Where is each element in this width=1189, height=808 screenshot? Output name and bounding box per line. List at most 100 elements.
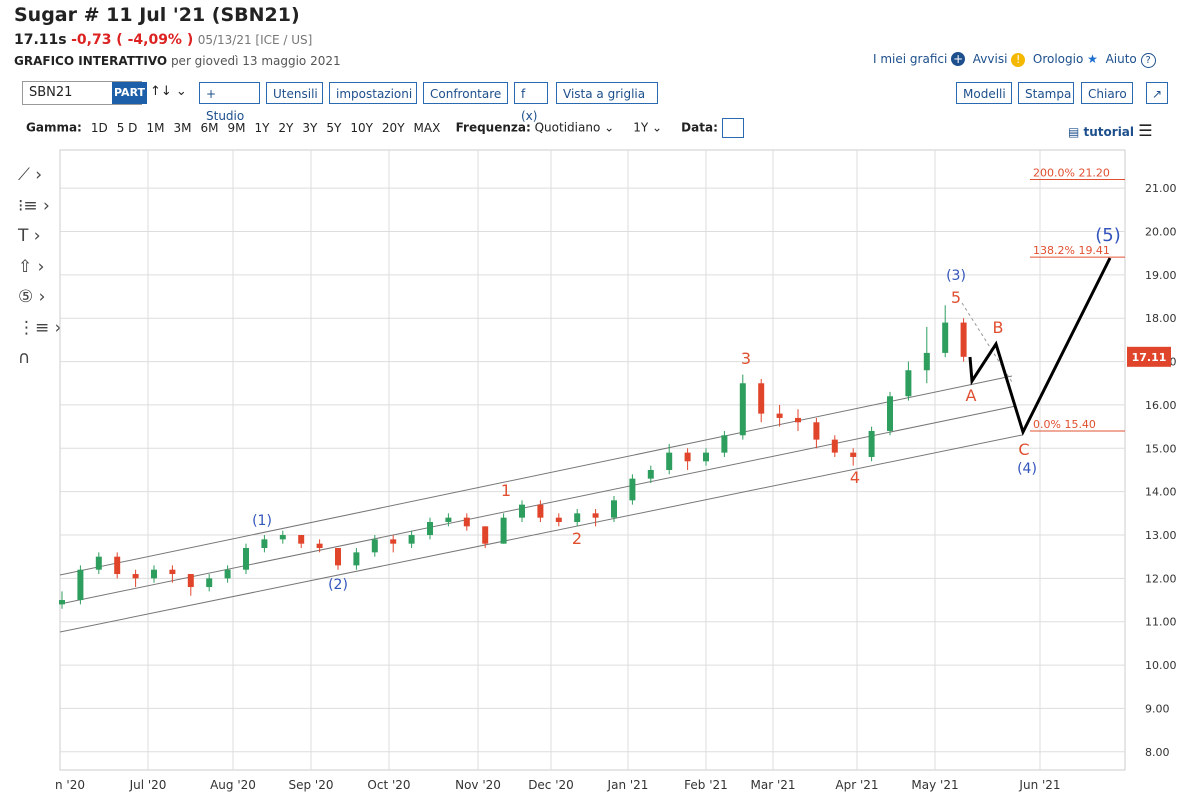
wave-label: (1) bbox=[252, 513, 272, 529]
toolbar-button[interactable]: Stampa bbox=[1018, 82, 1074, 104]
x-tick-label: Jul '20 bbox=[129, 778, 167, 792]
period[interactable]: 1Y bbox=[633, 120, 649, 135]
y-tick-label: 8.00 bbox=[1145, 746, 1170, 759]
toolbar-button[interactable]: + Studio bbox=[199, 82, 260, 123]
candle-body bbox=[739, 383, 746, 436]
toolbar-button[interactable]: f (x) bbox=[514, 82, 548, 123]
candle-body bbox=[519, 504, 525, 518]
range-label: Gamma: bbox=[26, 120, 82, 135]
freq-label: Frequenza: bbox=[455, 120, 531, 135]
y-tick-label: 14.00 bbox=[1145, 486, 1177, 499]
toolbar-button[interactable]: Confrontare bbox=[423, 82, 508, 104]
wave-label: (2) bbox=[328, 577, 348, 593]
range[interactable]: 20Y bbox=[381, 120, 405, 135]
channel-line bbox=[59, 375, 1013, 576]
fib-label: 0.0% 15.40 bbox=[1033, 418, 1096, 431]
tool[interactable]: ⁝≡ › bbox=[18, 195, 50, 216]
icon: ★ bbox=[1087, 52, 1098, 66]
x-tick-label: n '20 bbox=[55, 778, 85, 792]
range[interactable]: 5Y bbox=[326, 120, 342, 135]
x-tick-label: Mar '21 bbox=[750, 778, 795, 792]
toolbar-button[interactable]: Utensili bbox=[266, 82, 323, 104]
tool[interactable]: ⇧ › bbox=[18, 256, 45, 277]
tool[interactable]: ∩ bbox=[18, 348, 31, 368]
icon: ? bbox=[1140, 53, 1156, 68]
x-tick-label: Jan '21 bbox=[607, 778, 649, 792]
range[interactable]: 5 D bbox=[116, 120, 138, 135]
plot-frame bbox=[59, 149, 1126, 771]
candle-body bbox=[59, 600, 65, 605]
link[interactable]: Avvisi bbox=[972, 52, 1008, 66]
chart-type[interactable]: ↑↓ ⌄ bbox=[150, 84, 187, 99]
drawing-tools: ⟋ › ⁝≡ › T › ⇧ › ⑤ › ⋮≡ › ∩ bbox=[18, 160, 61, 374]
subtitle-bold: GRAFICO INTERATTIVO bbox=[14, 54, 168, 68]
expand[interactable]: ↗ bbox=[1146, 82, 1168, 104]
toolbar-button[interactable]: Chiaro bbox=[1081, 82, 1133, 104]
range[interactable]: 1Y bbox=[254, 120, 270, 135]
tool[interactable]: T › bbox=[18, 226, 41, 246]
freq[interactable]: Quotidiano bbox=[534, 120, 601, 135]
candle-body bbox=[482, 526, 489, 544]
range[interactable]: 10Y bbox=[350, 120, 373, 135]
wave-label: 4 bbox=[850, 468, 860, 487]
candle-body bbox=[151, 569, 157, 579]
wave-label: C bbox=[1018, 440, 1029, 459]
tool[interactable]: ⋮≡ › bbox=[18, 317, 62, 338]
candle-body bbox=[316, 543, 323, 549]
y-tick-label: 12.00 bbox=[1145, 572, 1177, 585]
x-tick-label: Dec '20 bbox=[528, 778, 574, 792]
x-tick-label: Aug '20 bbox=[210, 778, 256, 792]
toolbar-button[interactable]: impostazioni bbox=[329, 82, 417, 104]
x-tick-label: May '21 bbox=[911, 778, 958, 792]
candle-body bbox=[427, 522, 433, 536]
candle-body bbox=[261, 539, 268, 549]
x-tick-label: Sep '20 bbox=[289, 778, 334, 792]
channel-line bbox=[59, 405, 1017, 605]
x-tick-label: Jun '21 bbox=[1018, 778, 1060, 792]
candle-body bbox=[923, 352, 930, 371]
y-tick-label: 20.00 bbox=[1145, 226, 1177, 239]
range[interactable]: 3M bbox=[173, 120, 192, 135]
last-price-label: 17.11 bbox=[1132, 351, 1167, 364]
range-bar: Gamma: 1D 5 D 1M 3M 6M 9M 1Y 2Y 3Y 5Y 10Y 20Y MAX Fre… bbox=[26, 118, 744, 138]
range[interactable]: 2Y bbox=[278, 120, 294, 135]
range[interactable]: 1M bbox=[146, 120, 165, 135]
toolbar-button[interactable]: Vista a griglia bbox=[556, 82, 658, 104]
y-tick-label: 9.00 bbox=[1145, 702, 1170, 715]
link[interactable]: Aiuto bbox=[1105, 52, 1137, 66]
channel-line bbox=[59, 434, 1023, 633]
link[interactable]: I miei grafici bbox=[873, 52, 948, 66]
candle-body bbox=[279, 535, 286, 540]
projection bbox=[968, 257, 1112, 437]
title: Sugar # 11 Jul '21 (SBN21) bbox=[14, 4, 300, 26]
x-tick-label: Oct '20 bbox=[367, 778, 410, 792]
candle-body bbox=[703, 452, 709, 462]
price: 17.11s bbox=[14, 32, 67, 48]
y-tick-label: 17.00 bbox=[1145, 356, 1177, 369]
tool[interactable]: ⟋ › bbox=[18, 165, 43, 185]
candle-body bbox=[500, 517, 507, 544]
range[interactable]: MAX bbox=[413, 120, 441, 135]
x-tick-label: Nov '20 bbox=[455, 778, 501, 792]
tool[interactable]: ⑤ › bbox=[18, 287, 46, 307]
badge[interactable]: PART bbox=[112, 82, 148, 104]
wave-label: (5) bbox=[1095, 225, 1121, 246]
y-tick-label: 21.00 bbox=[1145, 182, 1177, 195]
y-tick-label: 16.00 bbox=[1145, 399, 1177, 412]
range[interactable]: 3Y bbox=[302, 120, 318, 135]
fib-label: 200.0% 21.20 bbox=[1033, 166, 1110, 179]
candle-body bbox=[224, 569, 231, 579]
toolbar-button[interactable]: Modelli bbox=[956, 82, 1012, 104]
wave-label: 1 bbox=[501, 481, 511, 500]
link[interactable]: Orologio bbox=[1032, 52, 1084, 66]
candle-body bbox=[629, 478, 636, 501]
grid bbox=[60, 150, 1125, 770]
calendar[interactable] bbox=[721, 118, 744, 138]
range[interactable]: 6M bbox=[200, 120, 219, 135]
candle-body bbox=[850, 452, 857, 457]
range[interactable]: 1D bbox=[90, 120, 108, 135]
tutorial[interactable]: ▤ tutorial ☰ bbox=[1068, 121, 1153, 140]
wave-label: 5 bbox=[951, 288, 961, 307]
range[interactable]: 9M bbox=[227, 120, 246, 135]
